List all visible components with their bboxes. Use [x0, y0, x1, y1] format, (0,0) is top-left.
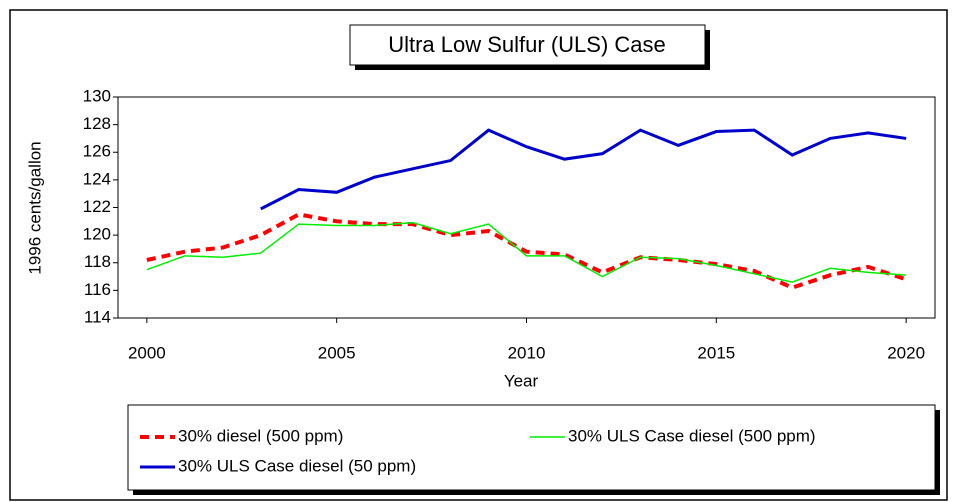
x-tick-label: 2005	[318, 343, 356, 362]
y-tick-label: 124	[83, 169, 111, 188]
y-axis-label: 1996 cents/gallon	[25, 141, 44, 274]
x-tick-label: 2010	[508, 343, 546, 362]
y-tick-label: 116	[84, 280, 111, 299]
chart-title: Ultra Low Sulfur (ULS) Case	[388, 32, 666, 57]
x-tick-label: 2000	[128, 343, 166, 362]
y-tick-label: 128	[83, 114, 111, 133]
series-line	[146, 221, 907, 283]
series-line	[146, 212, 907, 290]
y-tick-label: 130	[83, 86, 111, 105]
x-axis-label: Year	[504, 371, 539, 390]
y-tick-label: 122	[83, 197, 111, 216]
y-tick-label: 126	[83, 142, 111, 161]
y-tick-label: 118	[84, 252, 111, 271]
x-tick-label: 2015	[697, 343, 735, 362]
legend-label: 30% ULS Case diesel (500 ppm)	[568, 426, 816, 445]
y-tick-label: 114	[84, 307, 111, 326]
legend-label: 30% ULS Case diesel (50 ppm)	[178, 456, 416, 475]
legend-label: 30% diesel (500 ppm)	[178, 426, 343, 445]
title-box	[349, 24, 706, 66]
x-tick-label: 2020	[887, 343, 925, 362]
y-tick-label: 120	[83, 225, 111, 244]
series-line	[260, 128, 907, 211]
legend-box	[127, 404, 936, 491]
